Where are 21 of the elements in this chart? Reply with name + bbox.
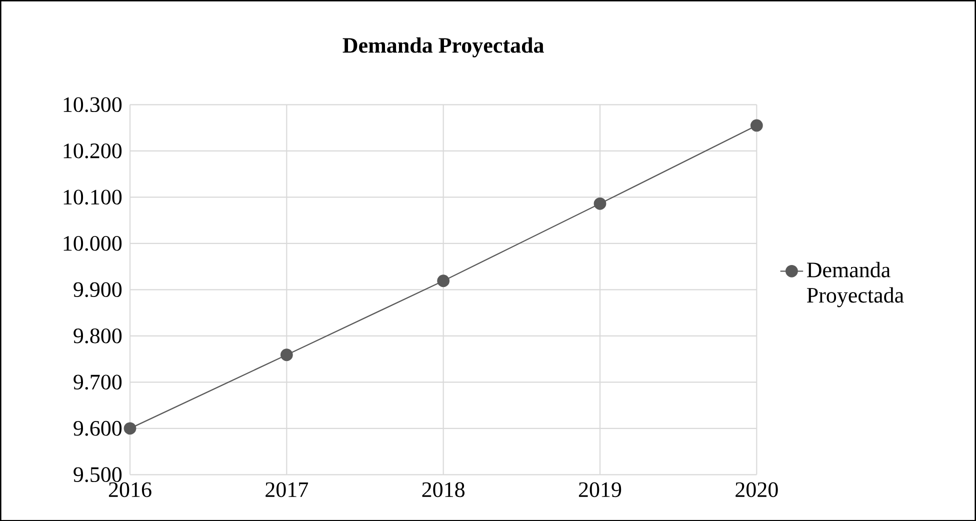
y-tick-label: 10.300 <box>64 97 122 112</box>
x-tick-label: 2018 <box>422 482 464 497</box>
legend-label: Demanda Proyectada <box>806 262 904 308</box>
y-tick-label: 10.100 <box>64 190 122 204</box>
point <box>750 119 763 132</box>
x-tick-label: 2016 <box>108 482 152 497</box>
x-tick-label: 2017 <box>266 482 308 497</box>
y-tick-label: 10.000 <box>64 236 122 251</box>
point <box>124 422 136 434</box>
y-tick-label: 9.800 <box>74 328 122 344</box>
y-tick-label: 9.500 <box>74 467 122 482</box>
chart-title: Demanda Proyectada <box>342 37 544 58</box>
y-tick-label: 9.900 <box>74 282 122 297</box>
point <box>280 348 293 361</box>
y-tick-label: 10.200 <box>64 143 122 158</box>
x-tick-label: 2019 <box>578 482 622 497</box>
y-tick-label: 9.700 <box>74 374 122 390</box>
point <box>437 274 450 287</box>
y-tick-label: 9.600 <box>74 420 122 436</box>
point <box>594 197 606 210</box>
x-tick-label: 2020 <box>736 482 778 497</box>
